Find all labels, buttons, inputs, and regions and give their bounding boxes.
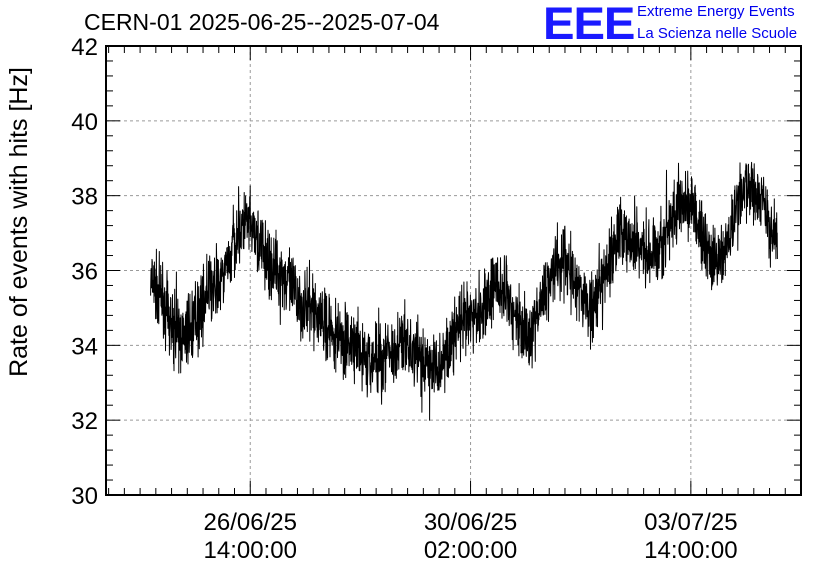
x-tick-label-date: 30/06/25 [424, 509, 517, 536]
series-rate [150, 161, 778, 421]
y-tick-label: 32 [71, 408, 98, 435]
y-tick-label: 34 [71, 333, 98, 360]
y-axis-label: Rate of events with hits [Hz] [5, 67, 33, 377]
x-tick-label-time: 02:00:00 [424, 537, 517, 564]
axes: 3032343638404226/06/2514:00:0030/06/2502… [71, 34, 802, 564]
x-tick-label-time: 14:00:00 [644, 537, 737, 564]
x-tick-label-date: 03/07/25 [644, 509, 737, 536]
y-tick-label: 30 [71, 483, 98, 510]
y-tick-label: 38 [71, 184, 98, 211]
eee-logo: EEE [543, 0, 635, 49]
chart-title: CERN-01 2025-06-25--2025-07-04 [84, 9, 440, 35]
logo-line-1: Extreme Energy Events [637, 3, 795, 20]
x-tick-label-time: 14:00:00 [204, 537, 297, 564]
y-tick-label: 36 [71, 259, 98, 286]
series-line [150, 161, 778, 421]
y-tick-label: 40 [71, 109, 98, 136]
x-tick-label-date: 26/06/25 [204, 509, 297, 536]
y-tick-label: 42 [71, 34, 98, 61]
logo-line-2: La Scienza nelle Scuole [637, 25, 798, 42]
